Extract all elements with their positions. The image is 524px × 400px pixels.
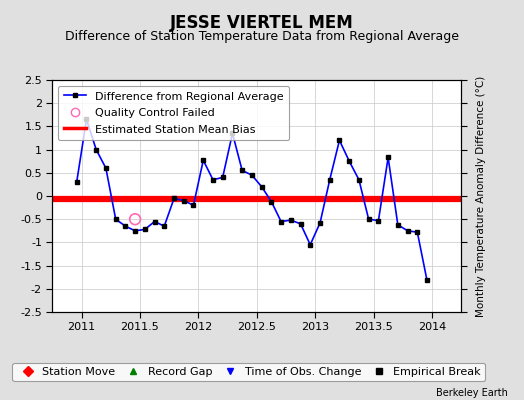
Legend: Station Move, Record Gap, Time of Obs. Change, Empirical Break: Station Move, Record Gap, Time of Obs. C… — [13, 362, 485, 382]
Text: Difference of Station Temperature Data from Regional Average: Difference of Station Temperature Data f… — [65, 30, 459, 43]
Legend: Difference from Regional Average, Quality Control Failed, Estimated Station Mean: Difference from Regional Average, Qualit… — [58, 86, 289, 140]
Point — [131, 216, 139, 222]
Y-axis label: Monthly Temperature Anomaly Difference (°C): Monthly Temperature Anomaly Difference (… — [476, 75, 486, 317]
Text: Berkeley Earth: Berkeley Earth — [436, 388, 508, 398]
Text: JESSE VIERTEL MEM: JESSE VIERTEL MEM — [170, 14, 354, 32]
